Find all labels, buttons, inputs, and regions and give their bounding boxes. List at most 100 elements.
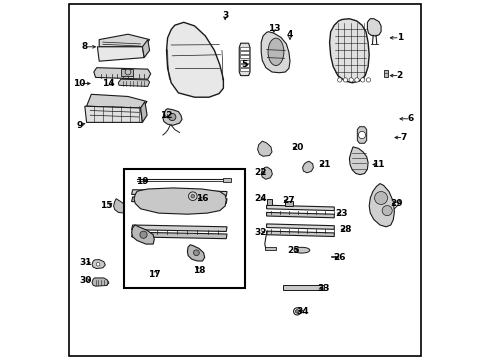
Text: 28: 28 — [339, 225, 351, 234]
Polygon shape — [267, 205, 334, 211]
Bar — [223, 178, 231, 182]
Polygon shape — [303, 161, 314, 173]
Text: 14: 14 — [102, 79, 115, 88]
Circle shape — [140, 231, 147, 238]
Polygon shape — [258, 141, 272, 156]
Text: 22: 22 — [254, 168, 267, 177]
Ellipse shape — [268, 38, 284, 66]
Polygon shape — [99, 34, 149, 47]
Polygon shape — [267, 224, 334, 229]
Circle shape — [189, 192, 197, 201]
Text: 34: 34 — [296, 307, 309, 316]
Polygon shape — [187, 245, 205, 261]
Bar — [240, 64, 249, 67]
Text: 32: 32 — [254, 228, 267, 237]
Circle shape — [191, 194, 195, 198]
Polygon shape — [141, 102, 147, 122]
Circle shape — [294, 308, 301, 315]
Text: 6: 6 — [408, 114, 414, 123]
Text: 10: 10 — [73, 79, 86, 88]
Polygon shape — [167, 22, 223, 97]
Text: 9: 9 — [76, 121, 83, 130]
Polygon shape — [369, 184, 394, 227]
Polygon shape — [368, 19, 381, 36]
Text: 1: 1 — [397, 33, 403, 42]
Text: 30: 30 — [80, 276, 92, 284]
Circle shape — [169, 113, 176, 121]
Polygon shape — [267, 212, 334, 218]
Circle shape — [295, 310, 299, 313]
Bar — [124, 169, 245, 288]
Polygon shape — [143, 40, 149, 58]
Text: 20: 20 — [291, 143, 303, 152]
Polygon shape — [132, 190, 227, 196]
Circle shape — [382, 206, 392, 216]
Text: 13: 13 — [268, 24, 280, 33]
Text: 24: 24 — [254, 194, 267, 203]
Polygon shape — [118, 79, 149, 86]
Polygon shape — [349, 147, 368, 175]
Bar — [285, 201, 293, 206]
Polygon shape — [132, 197, 227, 203]
Polygon shape — [92, 260, 105, 269]
Text: 18: 18 — [193, 266, 205, 275]
Circle shape — [343, 78, 347, 82]
Polygon shape — [267, 231, 334, 237]
Polygon shape — [132, 232, 227, 239]
Polygon shape — [261, 167, 272, 179]
Bar — [240, 47, 249, 50]
Polygon shape — [330, 19, 369, 83]
Polygon shape — [239, 43, 250, 76]
Polygon shape — [87, 94, 147, 108]
Bar — [240, 68, 249, 71]
Text: 26: 26 — [333, 253, 345, 262]
Text: 11: 11 — [372, 160, 385, 169]
Text: 8: 8 — [82, 42, 88, 51]
Circle shape — [194, 250, 199, 256]
Polygon shape — [134, 188, 226, 214]
Bar — [265, 247, 275, 250]
Text: 2: 2 — [397, 71, 403, 80]
Polygon shape — [132, 225, 227, 231]
Text: 12: 12 — [160, 111, 173, 120]
Circle shape — [361, 78, 365, 82]
Text: 16: 16 — [196, 194, 208, 203]
Text: 21: 21 — [318, 160, 330, 169]
Circle shape — [97, 262, 100, 266]
Bar — [384, 70, 388, 77]
Text: 15: 15 — [100, 201, 113, 210]
Text: 19: 19 — [136, 177, 148, 186]
Circle shape — [358, 131, 366, 139]
Circle shape — [338, 78, 342, 82]
Text: 25: 25 — [288, 246, 300, 255]
Polygon shape — [92, 278, 109, 286]
Text: 31: 31 — [80, 258, 92, 267]
Polygon shape — [98, 47, 144, 61]
Text: 3: 3 — [222, 11, 228, 20]
Circle shape — [125, 69, 131, 75]
Polygon shape — [132, 225, 154, 244]
Bar — [283, 285, 324, 290]
Polygon shape — [357, 127, 367, 143]
Text: 29: 29 — [390, 199, 402, 208]
Text: 33: 33 — [317, 284, 330, 293]
Polygon shape — [261, 32, 290, 73]
Text: 7: 7 — [400, 133, 407, 142]
Polygon shape — [265, 34, 273, 46]
Text: 5: 5 — [241, 60, 247, 69]
Bar — [240, 60, 249, 63]
Circle shape — [367, 78, 370, 82]
Polygon shape — [114, 199, 127, 213]
Polygon shape — [85, 106, 143, 122]
Bar — [268, 199, 272, 205]
Bar — [240, 51, 249, 54]
Circle shape — [374, 192, 388, 204]
Text: 4: 4 — [287, 31, 293, 40]
Text: 23: 23 — [335, 209, 348, 217]
Circle shape — [349, 78, 353, 82]
Bar — [121, 69, 133, 76]
Text: 17: 17 — [148, 270, 161, 279]
Circle shape — [355, 78, 359, 82]
Polygon shape — [94, 68, 151, 79]
Bar — [240, 55, 249, 58]
